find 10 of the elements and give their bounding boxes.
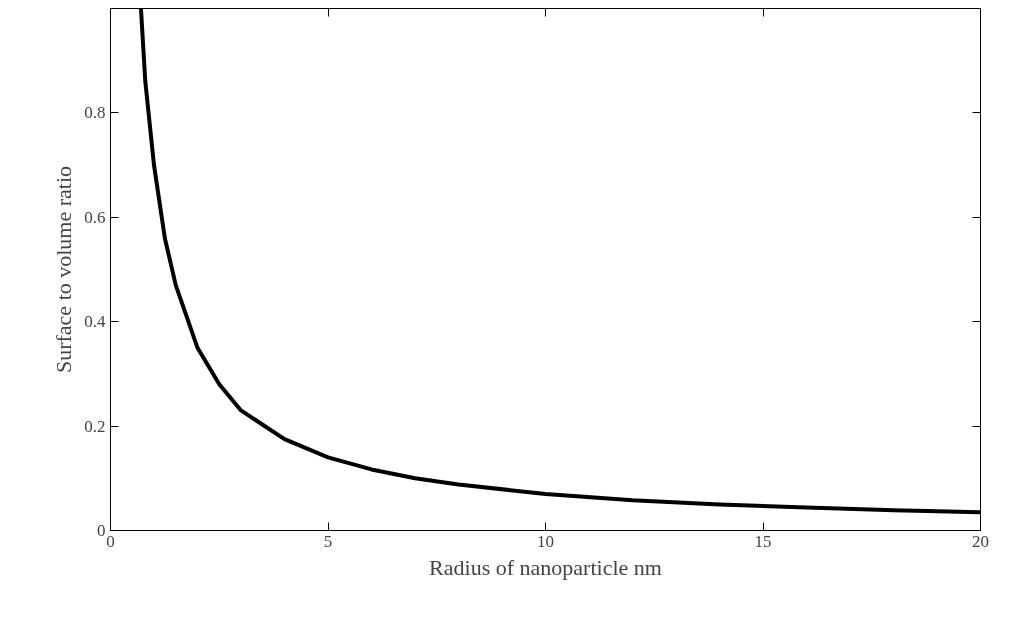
x-axis-title: Radius of nanoparticle nm: [429, 554, 662, 580]
x-tick-label: 20: [972, 531, 989, 551]
y-tick-label: 0.6: [84, 207, 106, 227]
x-tick-label: 10: [537, 531, 554, 551]
x-tick-label: 15: [754, 531, 772, 551]
y-tick-label: 0.8: [84, 103, 106, 123]
x-tick-label: 5: [323, 531, 333, 551]
y-tick-label: 0.4: [84, 312, 106, 332]
y-tick-label: 0.2: [84, 416, 106, 436]
y-axis-title: Surface to volume ratio: [51, 165, 77, 374]
